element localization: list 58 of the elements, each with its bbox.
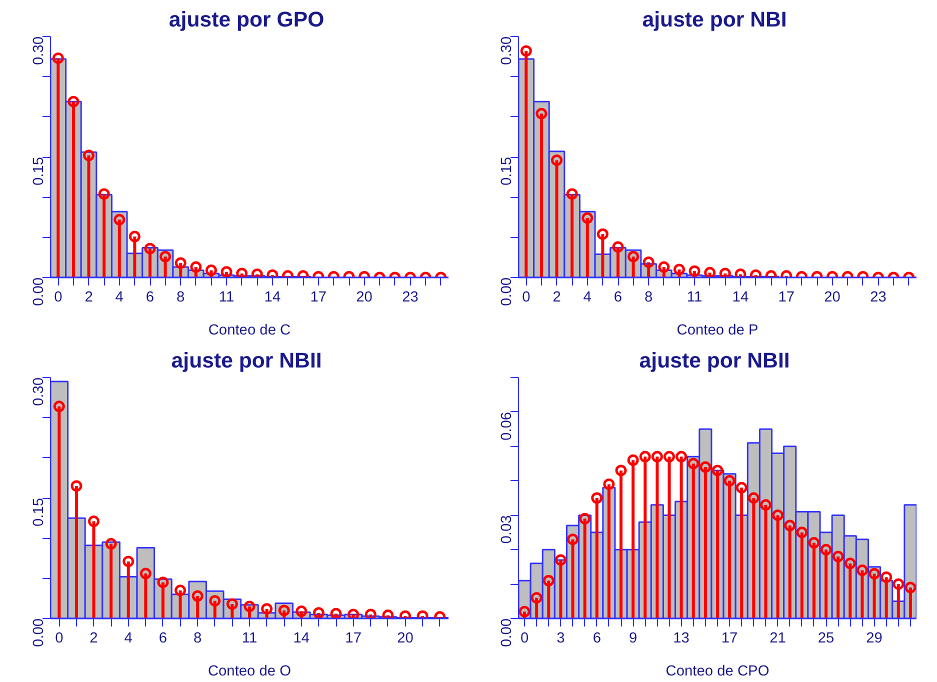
chart-title: ajuste por GPO — [168, 8, 324, 32]
y-tick-label: 0.00 — [31, 277, 47, 306]
x-tick-label: 14 — [293, 630, 310, 646]
x-tick-label: 17 — [310, 290, 327, 306]
x-tick-label: 11 — [218, 290, 234, 306]
y-tick-label: 0.00 — [499, 277, 515, 306]
x-tick-label: 21 — [770, 630, 786, 646]
x-tick-label: 13 — [673, 630, 690, 646]
x-tick-label: 4 — [124, 630, 132, 646]
y-tick-label: 0.00 — [31, 618, 47, 648]
x-tick-label: 11 — [242, 630, 258, 646]
x-tick-label: 6 — [592, 630, 601, 646]
y-tick-label: 0.30 — [499, 36, 515, 66]
y-tick-label: 0.30 — [31, 377, 47, 406]
x-tick-label: 23 — [402, 290, 418, 306]
chart-title: ajuste por NBII — [171, 348, 322, 372]
x-tick-label: 0 — [520, 630, 529, 646]
y-tick-label: 0.03 — [499, 515, 515, 544]
y-tick-label: 0.15 — [31, 498, 47, 527]
x-tick-label: 17 — [345, 630, 362, 646]
x-tick-label: 0 — [54, 290, 62, 306]
x-tick-label: 6 — [158, 630, 168, 646]
x-tick-label: 17 — [721, 630, 738, 646]
x-tick-label: 29 — [866, 630, 882, 646]
x-tick-label: 17 — [778, 290, 795, 306]
x-tick-label: 2 — [552, 290, 561, 306]
x-axis-title: Conteo de C — [208, 322, 292, 338]
x-axis-title: Conteo de P — [676, 322, 758, 338]
y-tick-label: 0.15 — [31, 156, 47, 186]
x-tick-label: 14 — [264, 290, 281, 306]
x-tick-label: 23 — [870, 290, 886, 306]
x-tick-label: 11 — [686, 290, 702, 306]
chart-title: ajuste por NBI — [642, 8, 787, 32]
y-tick-label: 0.06 — [499, 412, 515, 440]
x-tick-label: 3 — [556, 630, 565, 646]
x-tick-label: 0 — [522, 290, 530, 306]
x-tick-label: 14 — [732, 290, 749, 306]
x-tick-label: 4 — [583, 290, 592, 306]
x-tick-label: 25 — [818, 630, 834, 646]
x-tick-label: 9 — [629, 630, 638, 646]
x-tick-label: 8 — [644, 290, 653, 306]
x-tick-label: 4 — [115, 290, 124, 306]
x-tick-label: 20 — [824, 290, 840, 306]
x-tick-label: 2 — [84, 290, 93, 306]
x-tick-label: 20 — [356, 290, 372, 306]
chart-title: ajuste por NBII — [639, 348, 790, 372]
x-tick-label: 2 — [90, 630, 98, 646]
x-tick-label: 8 — [194, 630, 202, 646]
x-axis-title: Conteo de CPO — [666, 664, 770, 680]
y-tick-label: 0.30 — [31, 36, 47, 66]
y-tick-label: 0.00 — [499, 618, 515, 648]
x-tick-label: 0 — [55, 630, 64, 646]
x-tick-label: 6 — [146, 290, 154, 306]
x-tick-label: 20 — [397, 630, 414, 646]
x-tick-label: 6 — [614, 290, 622, 306]
y-tick-label: 0.15 — [499, 156, 515, 186]
x-tick-label: 8 — [176, 290, 185, 306]
x-axis-title: Conteo de O — [208, 664, 292, 680]
